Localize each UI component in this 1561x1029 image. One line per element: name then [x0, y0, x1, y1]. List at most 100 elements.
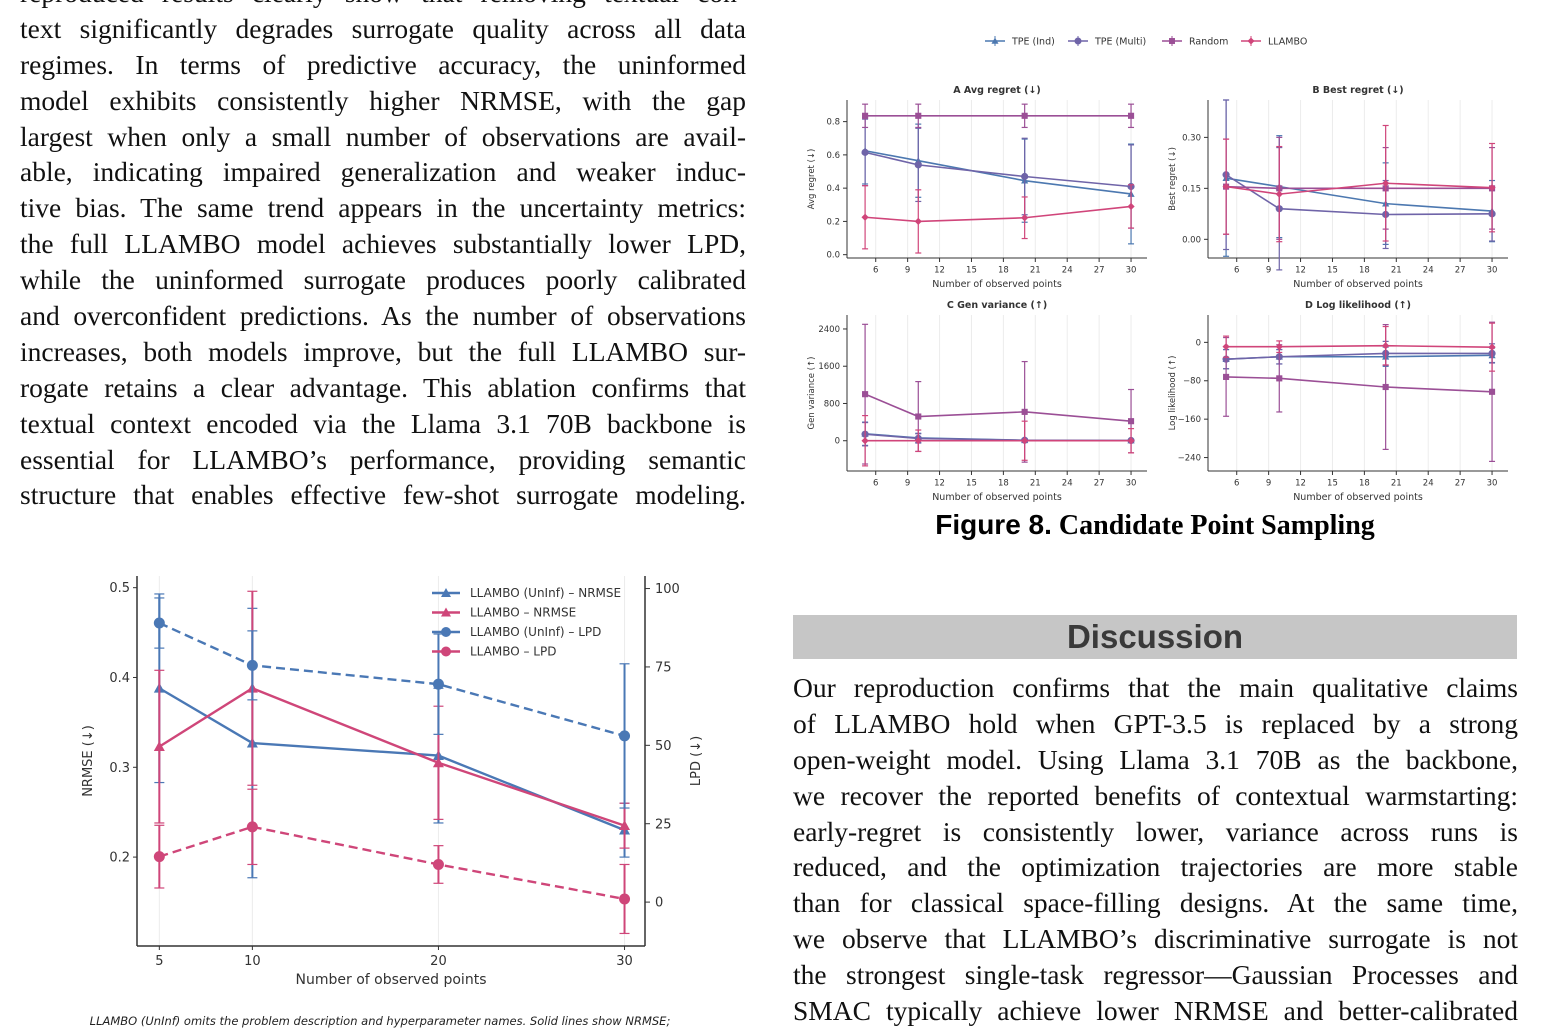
text-line: able, indicating impaired generalization… — [20, 156, 746, 188]
y-tick-label: −160 — [1178, 415, 1201, 425]
text-line: the strongest single-task regressor—Gaus… — [793, 959, 1518, 991]
text-line: tive bias. The same trend appears in the… — [20, 192, 746, 224]
data-point — [1169, 38, 1175, 44]
chart-title: D Log likelihood (↑) — [1305, 300, 1411, 311]
data-point — [153, 741, 165, 752]
legend: LLAMBO (UnInf) – NRMSE LLAMBO – NRMSE LLAM… — [432, 586, 621, 659]
data-point — [1021, 112, 1028, 119]
data-point — [1223, 373, 1230, 380]
figure-title: Candidate Point Sampling — [1058, 510, 1375, 541]
y-tick-label: 0.5 — [109, 581, 130, 596]
legend-label: Random — [1189, 37, 1228, 48]
chart-B: 6 9 12 15 18 21 24 27 30 0.00 0.15 0.30 Number of ob… — [1168, 85, 1508, 290]
series-line — [158, 621, 625, 738]
x-tick-label: 15 — [966, 266, 977, 276]
series-1 — [861, 421, 1135, 447]
data-point — [915, 112, 922, 119]
data-point — [432, 757, 444, 768]
series-line — [864, 393, 1132, 422]
x-tick-label: 27 — [1455, 266, 1466, 276]
x-tick-label: 30 — [616, 954, 633, 969]
text-line: largest when only a small number of obse… — [20, 120, 746, 152]
x-tick-label: 18 — [1359, 479, 1370, 489]
data-point — [1276, 375, 1283, 382]
x-tick-label: 21 — [1391, 266, 1402, 276]
x-tick-label: 12 — [934, 266, 945, 276]
x-tick-label: 24 — [1423, 266, 1434, 276]
x-tick-label: 9 — [905, 479, 910, 489]
data-point — [1247, 37, 1255, 45]
y-tick-label: −80 — [1183, 377, 1201, 387]
x-tick-label: 18 — [1359, 266, 1370, 276]
series-2 — [153, 597, 631, 809]
text-line: and overconfident predictions. As the nu… — [20, 300, 746, 332]
series-line — [158, 825, 625, 901]
y-axis-label: Best regret (↓) — [1168, 147, 1178, 211]
text-line: open-weight model. Using Llama 3.1 70B a… — [793, 743, 1518, 775]
series-1 — [1222, 99, 1496, 271]
y-axis-label: Gen variance (↑) — [807, 357, 817, 430]
x-tick-label: 12 — [934, 479, 945, 489]
chart-title: A Avg regret (↓) — [953, 85, 1041, 96]
x-tick-label: 27 — [1094, 266, 1105, 276]
y2-tick-label: 0 — [655, 896, 663, 911]
data-point — [862, 391, 869, 398]
ablation-figure-caption: LLAMBO (UnInf) omits the problem descrip… — [89, 1014, 671, 1028]
data-point — [1127, 437, 1135, 445]
x-axis-label: Number of observed points — [1293, 492, 1423, 503]
data-point — [991, 37, 999, 44]
y-tick-label: 800 — [824, 399, 840, 409]
y-tick-label: 0.0 — [826, 251, 840, 261]
chart-A: 6 9 12 15 18 21 24 27 30 0.0 0.2 0.4 0.6 0.8 Number of… — [807, 85, 1147, 290]
text-line: of LLAMBO hold when GPT-3.5 is replaced … — [793, 707, 1518, 739]
text-line: structure that enables effective few-sho… — [20, 479, 746, 511]
text-line: than for classical space-filling designs… — [793, 887, 1518, 919]
x-tick-label: 5 — [155, 954, 163, 969]
x-axis-label: Number of observed points — [932, 492, 1062, 503]
x-tick-label: 18 — [998, 266, 1009, 276]
figure-8-caption: Figure 8. Candidate Point Sampling — [800, 509, 1510, 542]
data-point — [1127, 112, 1135, 119]
data-point — [861, 148, 869, 156]
y-axis-label: Avg regret (↓) — [807, 149, 817, 210]
data-point — [441, 627, 451, 637]
x-tick-label: 30 — [1487, 266, 1498, 276]
text-line: while the uninformed surrogate produces … — [20, 264, 746, 296]
x-tick-label: 20 — [430, 954, 447, 969]
y-tick-label: 0.4 — [109, 671, 130, 686]
series-line — [1225, 177, 1493, 212]
data-point — [1222, 343, 1230, 351]
figure8-legend: TPE (Ind) TPE (Multi) Random LLAMBO — [985, 36, 1307, 48]
series-2 — [1223, 321, 1496, 462]
chart-title: C Gen variance (↑) — [947, 300, 1047, 311]
text-line: rogate retains a clear advantage. This a… — [20, 371, 746, 403]
y-tick-label: 0 — [1196, 338, 1201, 348]
text-line: we observe that LLAMBO’s discriminative … — [793, 923, 1518, 955]
data-point — [1382, 179, 1390, 187]
series-line — [865, 205, 1132, 223]
y-tick-label: 2400 — [818, 325, 840, 335]
data-point — [1021, 437, 1029, 445]
data-point — [861, 437, 869, 445]
series-0 — [861, 421, 1135, 446]
y-tick-label: 0.6 — [826, 151, 840, 161]
text-line: Our reproduction confirms that the main … — [793, 672, 1518, 703]
x-tick-label: 12 — [1295, 479, 1306, 489]
y-tick-label: 0.00 — [1182, 235, 1201, 245]
series-3 — [861, 414, 1135, 467]
series-line — [1226, 344, 1493, 348]
x-tick-label: 9 — [1266, 479, 1271, 489]
x-tick-label: 27 — [1455, 479, 1466, 489]
chart-title: B Best regret (↓) — [1312, 85, 1403, 96]
y-tick-label: 0.4 — [826, 184, 840, 194]
y-tick-label: 0.30 — [1182, 133, 1201, 143]
y-tick-label: 0 — [835, 437, 840, 447]
y-axis-label: Log likelihood (↑) — [1168, 356, 1178, 431]
x-tick-label: 6 — [1234, 266, 1239, 276]
data-point — [1127, 418, 1135, 425]
y2-tick-label: 50 — [655, 739, 672, 754]
data-point — [914, 217, 922, 226]
x-tick-label: 24 — [1062, 479, 1073, 489]
figure-label: Figure 8. — [935, 509, 1052, 540]
